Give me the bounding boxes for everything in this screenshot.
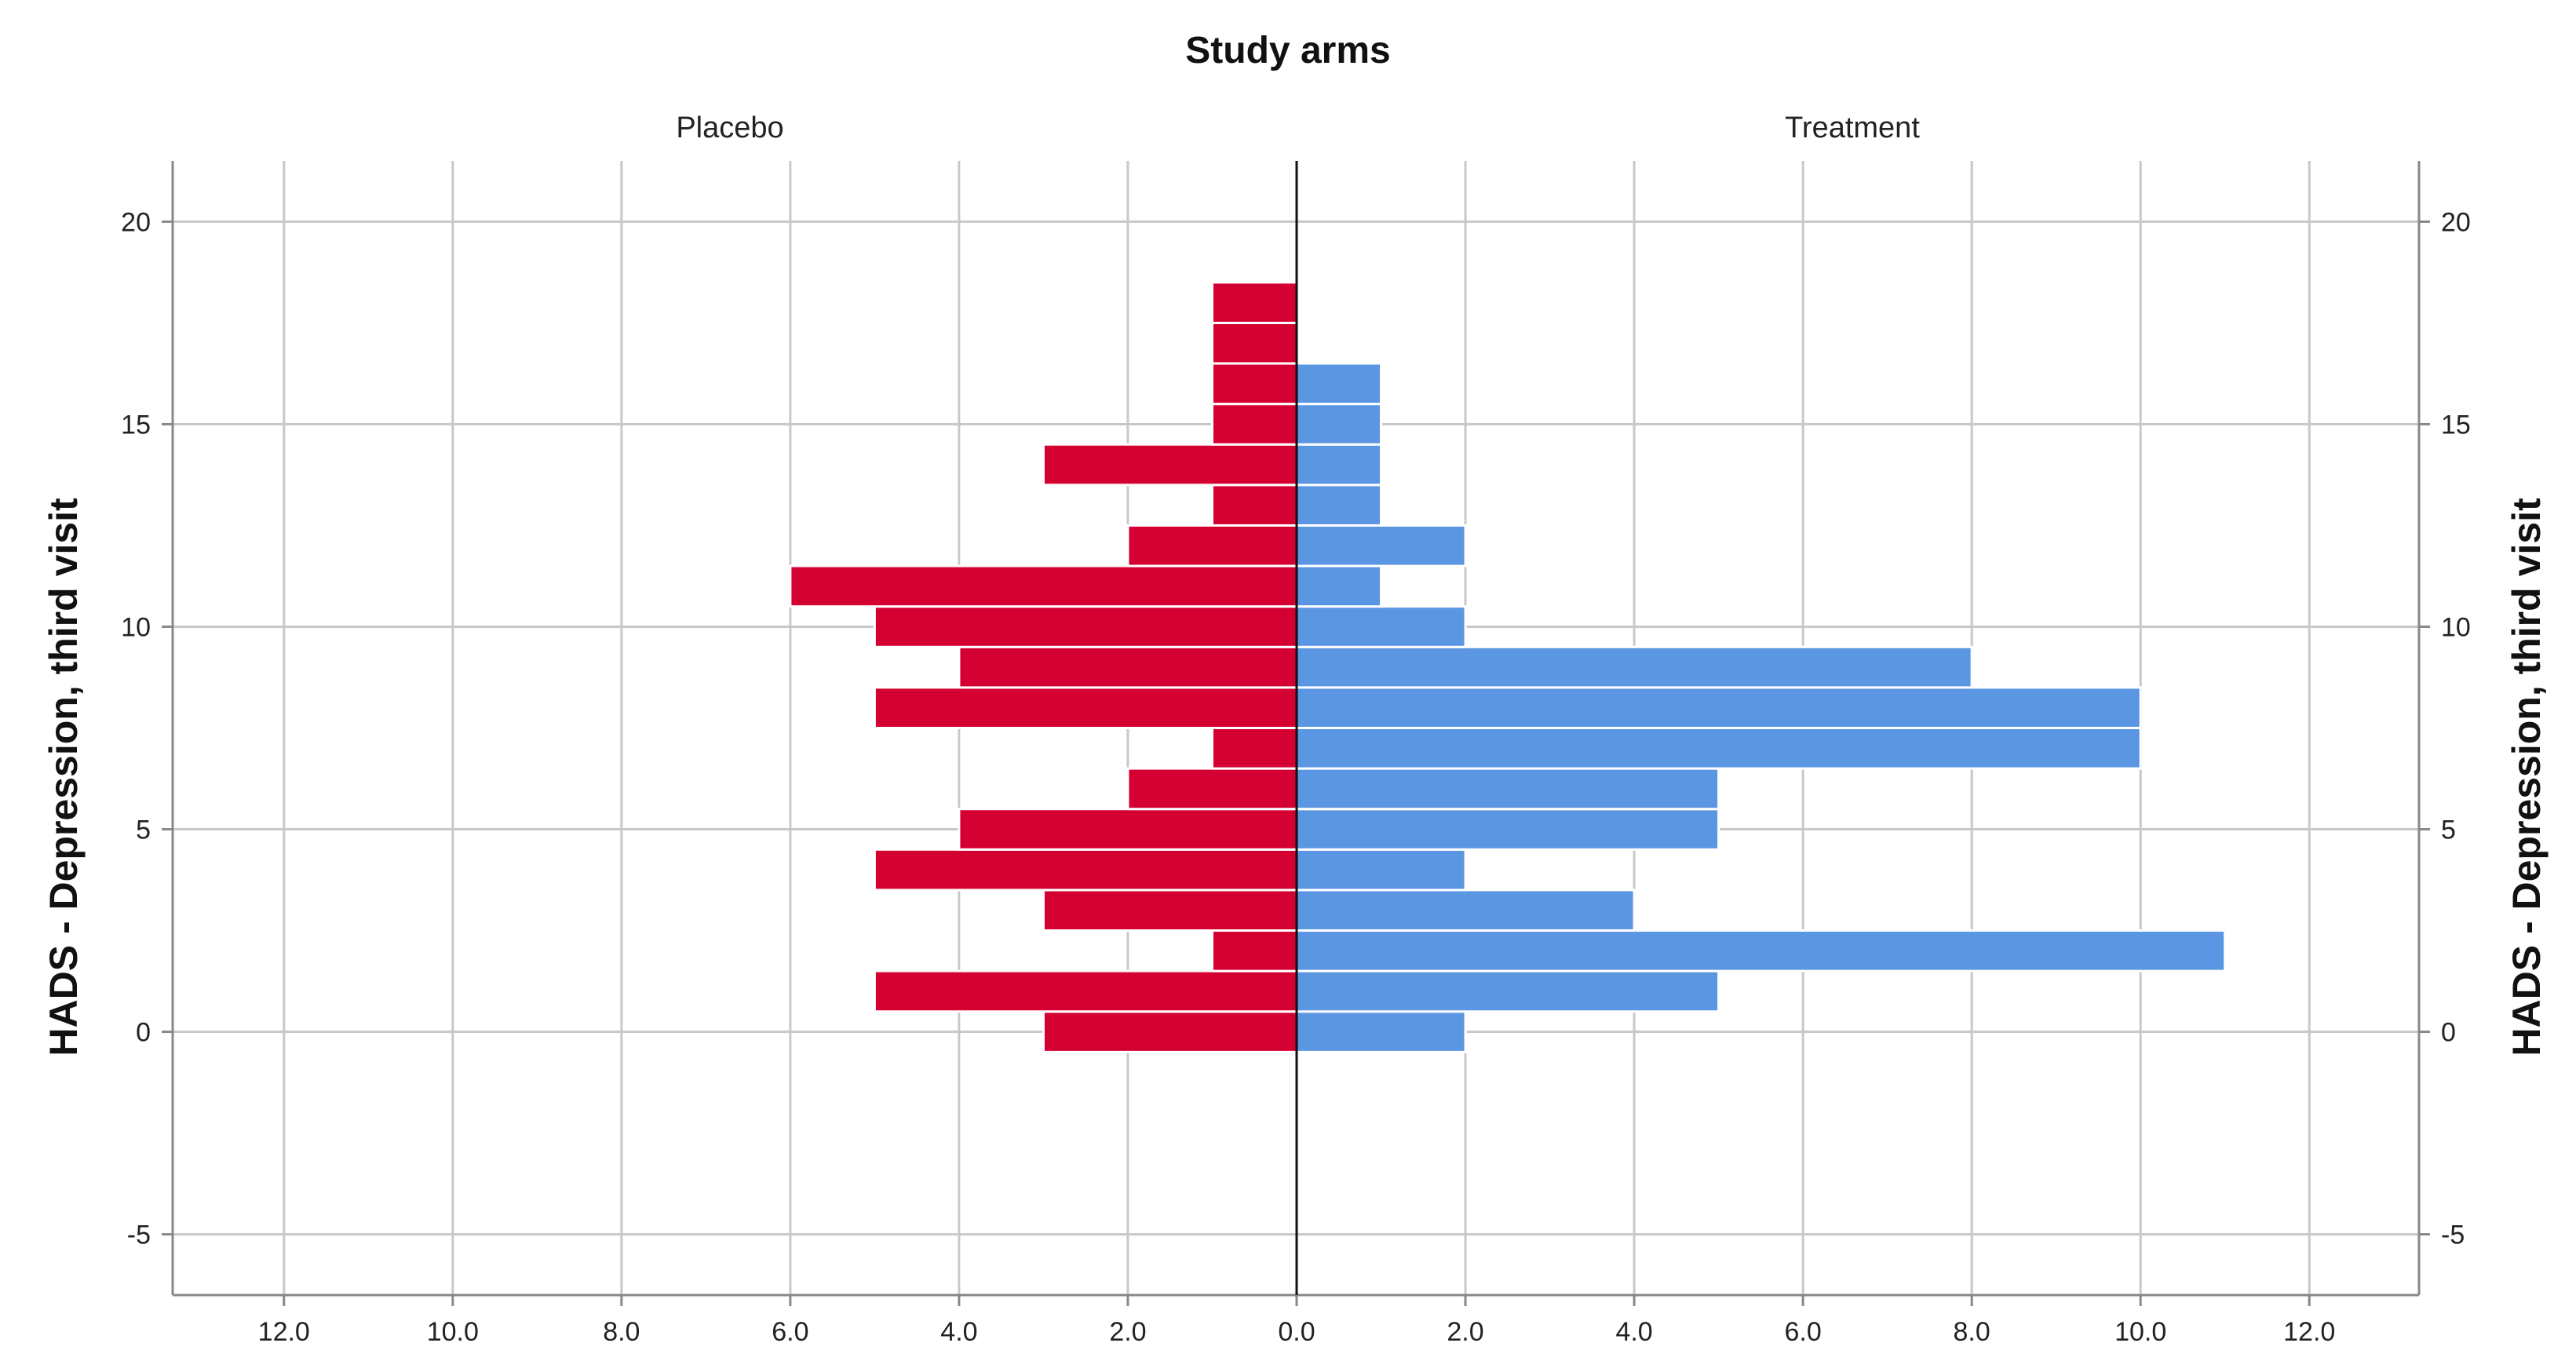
- placebo-bar: [1042, 443, 1298, 487]
- x-tick-label: 8.0: [1954, 1317, 1990, 1347]
- y-tick-label-right: -5: [2441, 1221, 2465, 1250]
- x-ticks: 12.0 10.0 8.0 6.0 4.0 2.0 0.0 2.0 4.0 6.0 8.0 10.0 1…: [258, 1295, 2335, 1347]
- treatment-bar: [1295, 443, 1383, 487]
- x-tick-label: 2.0: [1447, 1317, 1483, 1347]
- treatment-bar: [1295, 483, 1383, 527]
- x-tick-label: 0.0: [1278, 1317, 1315, 1347]
- treatment-bar: [1295, 1010, 1467, 1053]
- y-tick-label-right: 15: [2441, 410, 2471, 440]
- panel-label-treatment: Treatment: [1785, 111, 1920, 144]
- treatment-bar: [1295, 969, 1720, 1013]
- x-tick-label: 2.0: [1109, 1317, 1146, 1347]
- y-tick-label-right: 10: [2441, 612, 2471, 642]
- treatment-bar: [1295, 848, 1467, 892]
- treatment-bar: [1295, 362, 1383, 406]
- treatment-bar: [1295, 524, 1467, 567]
- treatment-bar: [1295, 929, 2227, 972]
- placebo-bar: [958, 808, 1298, 851]
- y-tick-label-left: 20: [121, 207, 151, 237]
- x-tick-label: 10.0: [427, 1317, 479, 1347]
- placebo-bar: [1042, 889, 1298, 932]
- placebo-bar: [958, 645, 1298, 689]
- x-tick-label: 4.0: [940, 1317, 977, 1347]
- y-tick-label-right: 20: [2441, 207, 2471, 237]
- treatment-bar: [1295, 686, 2142, 730]
- placebo-bar: [873, 605, 1298, 648]
- y-axis-label-right: HADS - Depression, third visit: [2505, 498, 2549, 1056]
- y-tick-label-left: 10: [121, 612, 151, 642]
- placebo-bar: [1126, 524, 1298, 567]
- placebo-bar: [1210, 483, 1298, 527]
- x-tick-label: 8.0: [603, 1317, 640, 1347]
- placebo-bar: [1210, 403, 1298, 446]
- y-tick-label-left: 15: [121, 410, 151, 440]
- placebo-bar: [1042, 1010, 1298, 1053]
- placebo-bar: [1210, 362, 1298, 406]
- y-tick-label-right: 0: [2441, 1018, 2456, 1048]
- y-axis-label-left: HADS - Depression, third visit: [42, 498, 86, 1056]
- placebo-bar: [1210, 727, 1298, 770]
- treatment-bar: [1295, 767, 1720, 811]
- chart-title: Study arms: [1185, 30, 1390, 71]
- x-tick-label: 12.0: [2283, 1317, 2335, 1347]
- treatment-bar: [1295, 605, 1467, 648]
- x-tick-label: 10.0: [2114, 1317, 2166, 1347]
- bars: [789, 281, 2227, 1053]
- placebo-bar: [1210, 281, 1298, 324]
- treatment-bar: [1295, 889, 1636, 932]
- y-tick-label-right: 5: [2441, 816, 2456, 845]
- placebo-bar: [1126, 767, 1298, 811]
- panel-label-placebo: Placebo: [676, 111, 783, 144]
- x-tick-label: 6.0: [1784, 1317, 1821, 1347]
- treatment-bar: [1295, 564, 1383, 608]
- x-tick-label: 12.0: [258, 1317, 310, 1347]
- placebo-bar: [1210, 321, 1298, 365]
- treatment-bar: [1295, 808, 1720, 851]
- x-tick-label: 6.0: [772, 1317, 808, 1347]
- x-tick-label: 4.0: [1615, 1317, 1652, 1347]
- placebo-bar: [873, 969, 1298, 1013]
- y-tick-label-left: 0: [136, 1018, 151, 1048]
- placebo-bar: [789, 564, 1298, 608]
- placebo-bar: [873, 848, 1298, 892]
- y-tick-label-left: 5: [136, 816, 151, 845]
- y-ticks: -5 -5 0 0 5 5 10 10 15 15 20 20: [121, 207, 2471, 1250]
- treatment-bar: [1295, 727, 2142, 770]
- treatment-bar: [1295, 403, 1383, 446]
- y-tick-label-left: -5: [127, 1221, 151, 1250]
- placebo-bar: [1210, 929, 1298, 972]
- placebo-bar: [873, 686, 1298, 730]
- treatment-bar: [1295, 645, 1973, 689]
